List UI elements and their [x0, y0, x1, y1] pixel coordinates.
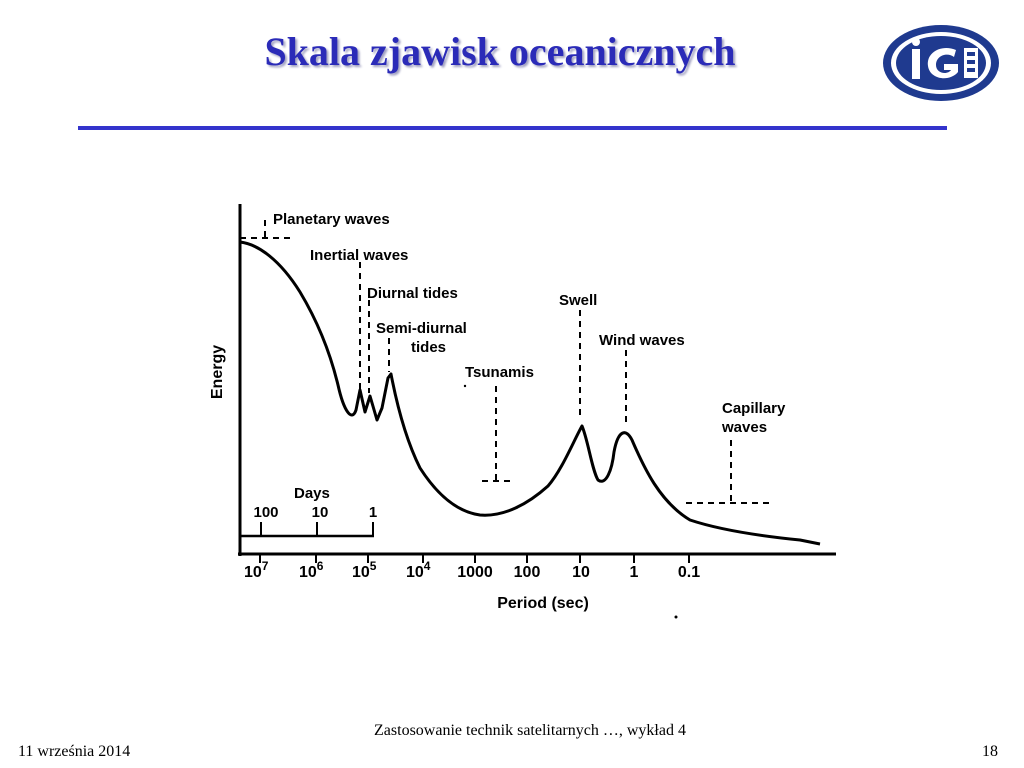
label-capillary-waves-2: waves	[721, 419, 767, 436]
label-tsunamis: Tsunamis	[465, 364, 534, 381]
period-label-1: 1	[630, 564, 639, 581]
period-label-1e5: 105	[352, 559, 377, 581]
label-semidiurnal-tides-2: tides	[411, 339, 446, 356]
period-label-100: 100	[514, 564, 541, 581]
label-planetary-waves: Planetary waves	[273, 211, 390, 228]
days-tick-label-100: 100	[253, 504, 278, 521]
footer-course-title: Zastosowanie technik satelitarnych …, wy…	[374, 722, 686, 739]
label-wind-waves: Wind waves	[599, 332, 685, 349]
x-axis-label: Period (sec)	[497, 595, 589, 612]
period-label-1e6: 106	[299, 559, 324, 581]
title-divider	[78, 126, 947, 130]
label-semidiurnal-tides-1: Semi-diurnal	[376, 320, 467, 337]
days-label: Days	[294, 485, 330, 502]
period-label-1e7: 107	[244, 559, 269, 581]
period-label-1000: 1000	[457, 564, 493, 581]
y-axis-label: Energy	[209, 345, 226, 399]
page-number: 18	[982, 743, 998, 760]
slide-title: Skala zjawisk oceanicznych	[264, 29, 736, 74]
footer-date: 11 września 2014	[18, 743, 131, 760]
university-logo-icon	[883, 25, 999, 101]
energy-spectrum-curve	[239, 240, 821, 546]
label-swell: Swell	[559, 292, 597, 309]
label-inertial-waves: Inertial waves	[310, 247, 408, 264]
label-capillary-waves-1: Capillary	[722, 400, 786, 417]
period-label-0.1: 0.1	[678, 564, 700, 581]
days-tick-label-1: 1	[369, 504, 377, 521]
period-label-1e4: 104	[406, 559, 431, 581]
stray-dot	[674, 615, 678, 619]
label-diurnal-tides: Diurnal tides	[367, 285, 458, 302]
period-label-10: 10	[572, 564, 590, 581]
days-tick-label-10: 10	[312, 504, 329, 521]
stray-dot	[463, 384, 467, 388]
